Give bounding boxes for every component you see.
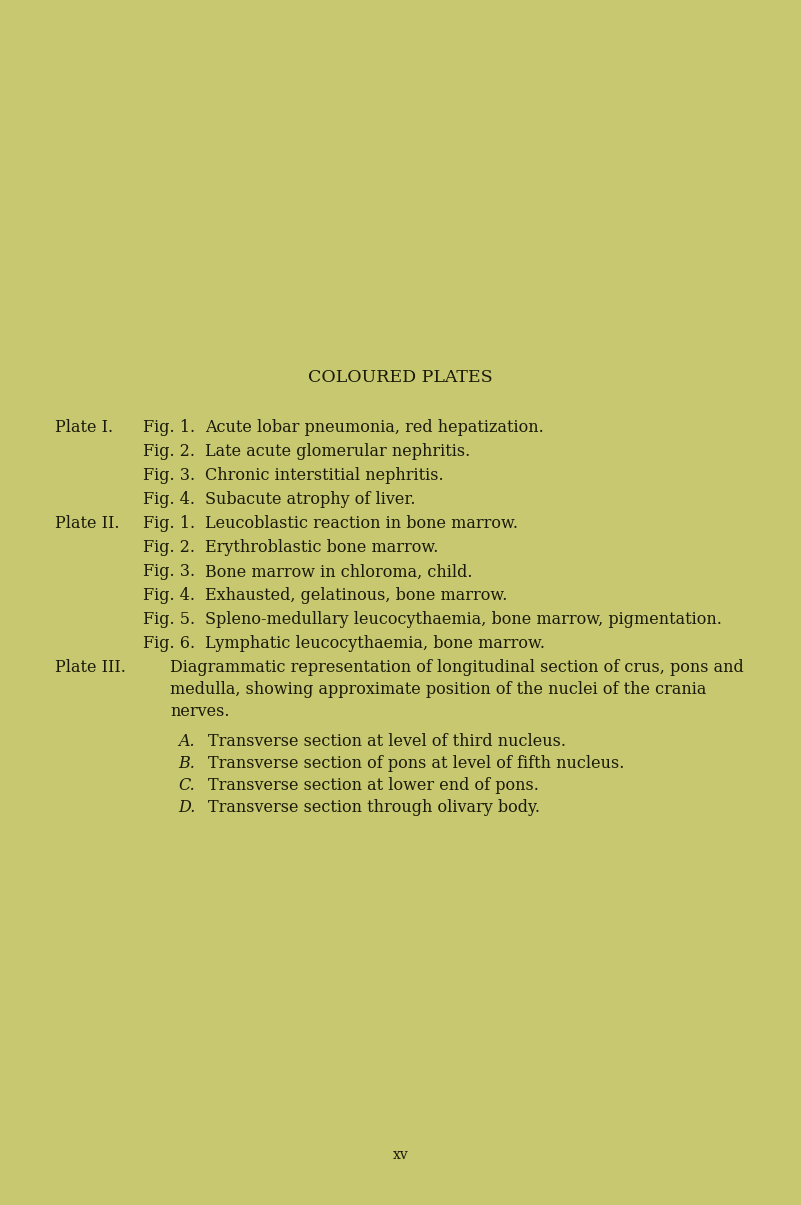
Text: Acute lobar pneumonia, red hepatization.: Acute lobar pneumonia, red hepatization. [205, 419, 544, 436]
Text: Plate I.: Plate I. [55, 419, 113, 436]
Text: COLOURED PLATES: COLOURED PLATES [308, 370, 493, 387]
Text: Fig. 6.: Fig. 6. [143, 635, 195, 652]
Text: Transverse section at lower end of pons.: Transverse section at lower end of pons. [208, 777, 539, 794]
Text: Plate II.: Plate II. [55, 516, 119, 533]
Text: Late acute glomerular nephritis.: Late acute glomerular nephritis. [205, 443, 470, 460]
Text: xv: xv [392, 1148, 409, 1162]
Text: Lymphatic leucocythaemia, bone marrow.: Lymphatic leucocythaemia, bone marrow. [205, 635, 545, 652]
Text: C.: C. [178, 777, 195, 794]
Text: Transverse section through olivary body.: Transverse section through olivary body. [208, 799, 540, 817]
Text: medulla, showing approximate position of the nuclei of the crania: medulla, showing approximate position of… [170, 682, 706, 699]
Text: Exhausted, gelatinous, bone marrow.: Exhausted, gelatinous, bone marrow. [205, 588, 507, 605]
Text: Fig. 5.: Fig. 5. [143, 611, 195, 629]
Text: Diagrammatic representation of longitudinal section of crus, pons and: Diagrammatic representation of longitudi… [170, 659, 744, 676]
Text: D.: D. [178, 799, 195, 817]
Text: Bone marrow in chloroma, child.: Bone marrow in chloroma, child. [205, 564, 473, 581]
Text: Erythroblastic bone marrow.: Erythroblastic bone marrow. [205, 540, 438, 557]
Text: Fig. 3.: Fig. 3. [143, 564, 195, 581]
Text: Fig. 4.: Fig. 4. [143, 588, 195, 605]
Text: Fig. 1.: Fig. 1. [143, 516, 195, 533]
Text: Fig. 2.: Fig. 2. [143, 443, 195, 460]
Text: Fig. 3.: Fig. 3. [143, 468, 195, 484]
Text: nerves.: nerves. [170, 704, 230, 721]
Text: Transverse section of pons at level of fifth nucleus.: Transverse section of pons at level of f… [208, 756, 624, 772]
Text: B.: B. [178, 756, 195, 772]
Text: A.: A. [178, 734, 195, 751]
Text: Spleno-medullary leucocythaemia, bone marrow, pigmentation.: Spleno-medullary leucocythaemia, bone ma… [205, 611, 722, 629]
Text: Fig. 4.: Fig. 4. [143, 492, 195, 509]
Text: Leucoblastic reaction in bone marrow.: Leucoblastic reaction in bone marrow. [205, 516, 518, 533]
Text: Fig. 1.: Fig. 1. [143, 419, 195, 436]
Text: Transverse section at level of third nucleus.: Transverse section at level of third nuc… [208, 734, 566, 751]
Text: Chronic interstitial nephritis.: Chronic interstitial nephritis. [205, 468, 444, 484]
Text: Subacute atrophy of liver.: Subacute atrophy of liver. [205, 492, 416, 509]
Text: Plate III.: Plate III. [55, 659, 126, 676]
Text: Fig. 2.: Fig. 2. [143, 540, 195, 557]
